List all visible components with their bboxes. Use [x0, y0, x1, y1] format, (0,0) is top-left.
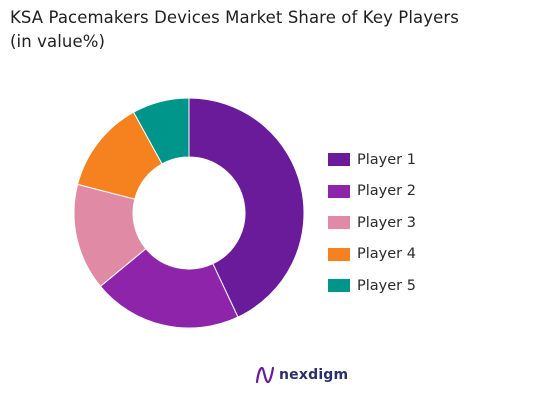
legend-item-3: Player 3 [328, 207, 416, 239]
legend-swatch [328, 184, 350, 198]
legend-label: Player 5 [357, 277, 416, 294]
donut-slice-1 [188, 97, 305, 318]
brand-name: nexdigm [279, 367, 349, 383]
donut-slice-2 [99, 247, 239, 329]
chart-subtitle: (in value%) [10, 32, 106, 51]
chart-title-block: KSA Pacemakers Devices Market Share of K… [10, 6, 555, 54]
legend-swatch [328, 279, 350, 293]
legend-swatch [328, 216, 350, 230]
brand-logo: nexdigm [255, 366, 348, 384]
legend-item-1: Player 1 [328, 144, 416, 176]
legend-label: Player 1 [357, 151, 416, 168]
legend-swatch [328, 247, 350, 261]
legend-swatch [328, 153, 350, 167]
legend-label: Player 2 [357, 183, 416, 200]
legend-label: Player 3 [357, 214, 416, 231]
legend-item-2: Player 2 [328, 176, 416, 208]
legend-item-5: Player 5 [328, 270, 416, 302]
chart-title: KSA Pacemakers Devices Market Share of K… [10, 8, 459, 27]
legend-label: Player 4 [357, 246, 416, 263]
legend-item-4: Player 4 [328, 239, 416, 271]
donut-slice-5 [132, 97, 190, 165]
nexdigm-logo-icon [255, 366, 275, 384]
chart-legend: Player 1 Player 2 Player 3 Player 4 Player 5 [328, 144, 416, 302]
